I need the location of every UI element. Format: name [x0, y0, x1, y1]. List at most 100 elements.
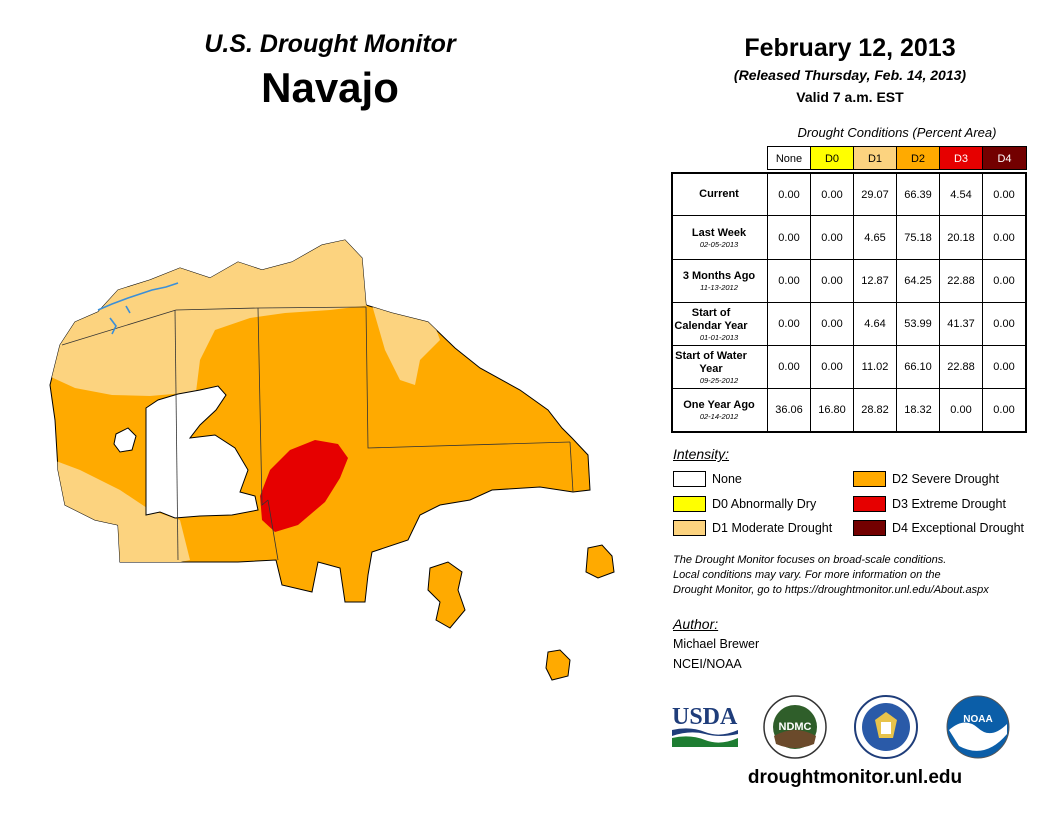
commerce-logo [854, 695, 918, 759]
author-label: Author: [673, 616, 719, 632]
table-cell: 75.18 [904, 231, 932, 244]
legend-swatch [673, 496, 706, 512]
table-cell: 0.00 [821, 318, 843, 330]
table-cell: 18.32 [904, 404, 932, 416]
row-date: 11-13-2012 [700, 283, 738, 292]
legend-swatch [673, 471, 706, 487]
legend-label: D1 Moderate Drought [712, 521, 833, 535]
row-label-text: One Year Ago [683, 399, 755, 411]
legend-item-d1: D1 Moderate Drought [673, 519, 832, 537]
note-line: Drought Monitor, go to https://droughtmo… [673, 584, 989, 596]
table-cell: 4.54 [950, 188, 972, 201]
noaa-logo: NOAA [946, 695, 1010, 759]
table-cell: 28.82 [861, 404, 889, 416]
legend-item-d2: D2 Severe Drought [853, 470, 999, 488]
legend-label: None [712, 472, 742, 486]
legend-item-d0: D0 Abnormally Dry [673, 495, 816, 513]
legend-swatch [853, 496, 886, 512]
row-label-text: Start of Water Year [675, 349, 747, 375]
table-cell: 0.00 [778, 361, 800, 373]
table-cell: 64.25 [904, 275, 932, 287]
ndmc-logo-text: NDMC [779, 721, 812, 733]
valid-time: Valid 7 a.m. EST [796, 89, 904, 105]
drought-map [49, 239, 615, 681]
map-title: U.S. Drought Monitor [204, 30, 456, 58]
d3-region [260, 440, 348, 532]
website-link[interactable]: droughtmonitor.unl.edu [747, 767, 963, 788]
table-cell: 66.39 [904, 188, 932, 201]
legend-item-none: None [673, 470, 742, 488]
legend-label: D4 Exceptional Drought [892, 521, 1025, 535]
table-cell: 0.00 [778, 318, 800, 330]
region-name: Navajo [261, 64, 399, 111]
table-cell: 0.00 [993, 404, 1015, 416]
table-cell: 16.80 [818, 404, 846, 416]
none-region [145, 385, 259, 519]
d1-region-northeast [372, 305, 440, 385]
table-cell: 53.99 [904, 318, 932, 330]
row-label-text: Last Week [691, 226, 747, 239]
column-header-none: None [767, 146, 811, 170]
table-cell: 0.00 [778, 275, 800, 287]
row-label-text: Start of Calendar Year [674, 306, 748, 332]
table-cell: 22.88 [947, 275, 975, 287]
table-cell: 20.18 [947, 231, 975, 244]
column-header-d3: D3 [939, 146, 983, 170]
legend-item-d3: D3 Extreme Drought [853, 495, 1006, 513]
legend-label: D3 Extreme Drought [892, 497, 1006, 511]
column-header-d0: D0 [810, 146, 854, 170]
author-name: Michael Brewer [673, 637, 760, 651]
column-header-d4: D4 [982, 146, 1027, 170]
legend-swatch [673, 520, 706, 536]
legend-label: D0 Abnormally Dry [712, 497, 817, 511]
table-cell: 29.07 [861, 188, 889, 201]
row-date: 01-01-2013 [699, 332, 739, 342]
note-line: The Drought Monitor focuses on broad-sca… [673, 554, 947, 566]
island-2 [585, 544, 615, 579]
table-cell: 0.00 [821, 231, 843, 244]
legend-swatch [853, 520, 886, 536]
table-cell: 36.06 [775, 404, 803, 416]
table-cell: 11.02 [861, 361, 889, 373]
table-cell: 0.00 [993, 231, 1015, 244]
release-date: (Released Thursday, Feb. 14, 2013) [733, 67, 967, 83]
row-label-text: Current [699, 188, 739, 200]
noaa-logo-text: NOAA [963, 714, 992, 725]
table-caption: Drought Conditions (Percent Area) [797, 125, 997, 140]
table-cell: 66.10 [904, 361, 932, 373]
table-row-label: Start of Water Year 09-25-2012 [671, 346, 767, 388]
table-cell: 0.00 [993, 275, 1015, 287]
table-cell: 0.00 [778, 188, 800, 201]
table-cell: 0.00 [821, 275, 843, 287]
island-1 [427, 561, 466, 629]
table-cell: 0.00 [993, 361, 1015, 373]
drought-stats-table: None D0 D1 D2 D3 D4 Current 0.00 0.00 29.07… [671, 146, 1027, 433]
ndmc-logo: NDMC [763, 695, 827, 759]
table-cell: 12.87 [861, 275, 889, 287]
valid-date: February 12, 2013 [744, 34, 956, 62]
river [97, 282, 179, 335]
row-date: 02-05-2013 [699, 239, 739, 249]
table-cell: 22.88 [947, 361, 975, 373]
column-header-d1: D1 [853, 146, 897, 170]
county-boundaries [61, 306, 574, 561]
table-row-label: Current [671, 174, 767, 215]
author-org: NCEI/NOAA [673, 657, 742, 671]
table-cell: 0.00 [950, 404, 972, 416]
table-cell: 4.64 [864, 318, 886, 330]
row-date: 02-14-2012 [699, 412, 739, 421]
table-cell: 41.37 [947, 318, 975, 330]
table-row-label: One Year Ago 02-14-2012 [671, 389, 767, 431]
legend-swatch [853, 471, 886, 487]
legend-item-d4: D4 Exceptional Drought [853, 519, 1024, 537]
none-region-small [113, 427, 137, 453]
table-row-label: Start of Calendar Year 01-01-2013 [671, 303, 767, 345]
table-cell: 4.65 [864, 231, 886, 244]
note-line: Local conditions may vary. For more info… [673, 569, 941, 581]
usda-logo-text: USDA [672, 704, 738, 730]
column-header-d2: D2 [896, 146, 940, 170]
legend-title: Intensity: [673, 446, 730, 462]
row-date: 09-25-2012 [699, 375, 739, 385]
table-cell: 0.00 [778, 231, 800, 244]
disclaimer-note: The Drought Monitor focuses on broad-sca… [673, 553, 1053, 598]
